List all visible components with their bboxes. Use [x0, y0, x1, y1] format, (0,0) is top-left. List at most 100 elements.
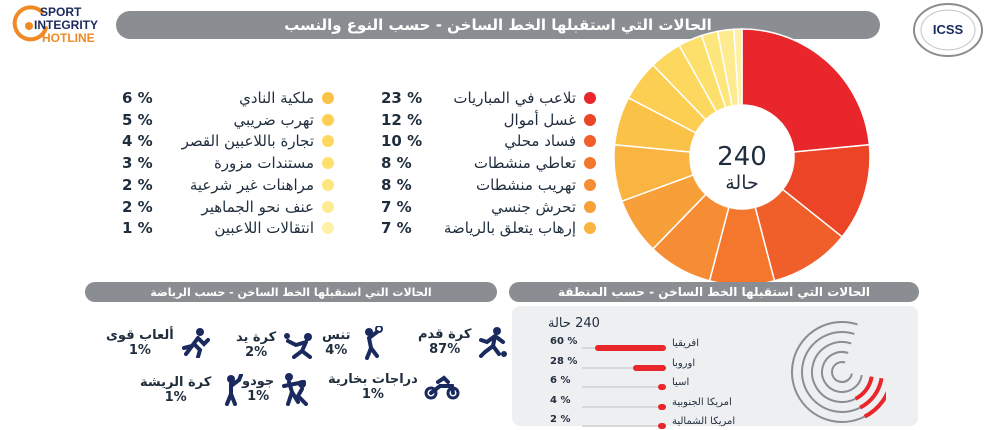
region-target-rings-icon	[791, 321, 886, 423]
sport-name: كرة يد	[236, 330, 277, 345]
type-item: تحرش جنسي	[491, 196, 596, 218]
sport-motorcycle: دراجات بخارية 1%	[328, 372, 460, 402]
type-item: تلاعب في المباريات	[453, 87, 596, 109]
seal-ring-icon	[913, 3, 983, 57]
legend-dot-icon	[584, 135, 596, 148]
sport-tennis: تنس 4%	[322, 326, 383, 360]
type-percent: 7 %	[381, 197, 412, 216]
type-label: عنف نحو الجماهير	[201, 197, 314, 216]
type-donut-chart	[613, 28, 871, 286]
type-item: عنف نحو الجماهير	[201, 196, 334, 218]
type-percent: 4 %	[122, 132, 153, 151]
type-label: تهرب ضريبي	[233, 110, 314, 129]
region-bar	[658, 423, 666, 429]
sport-pct: 1%	[361, 387, 384, 402]
region-name: اوروبا	[672, 357, 696, 369]
type-label: انتقالات اللاعبين	[214, 219, 314, 238]
legend-dot-icon	[584, 200, 596, 213]
type-percent: 7 %	[381, 219, 412, 238]
region-title-text: الحالات التي استقبلها الخط الساخن - حسب …	[558, 285, 870, 299]
region-total: 240 حالة	[548, 316, 600, 331]
region-bar	[595, 345, 666, 351]
tennis-player-icon	[364, 326, 383, 360]
type-item: انتقالات اللاعبين	[214, 217, 334, 239]
type-percent: 2 %	[122, 197, 153, 216]
donut-total: 240	[717, 142, 767, 172]
sport-judo: جودو 1%	[242, 372, 310, 406]
type-percent: 23 %	[381, 89, 423, 107]
badminton-player-icon	[225, 374, 244, 406]
sport-title: الحالات التي استقبلها الخط الساخن - حسب …	[85, 282, 497, 302]
target-ring-accent	[859, 377, 884, 410]
type-item: تعاطي منشطات	[474, 152, 596, 174]
legend-dot-icon	[322, 157, 334, 170]
sport-name: كرة الريشة	[140, 375, 212, 390]
legend-dot-icon	[584, 157, 596, 170]
seal-text: ICSS	[932, 22, 964, 37]
legend-dot-icon	[322, 222, 334, 235]
type-label: تجارة باللاعبين القصر	[181, 132, 314, 151]
type-percent: 8 %	[381, 154, 412, 173]
region-bar-track	[582, 405, 666, 408]
type-label: تهريب منشطات	[476, 175, 576, 194]
type-item: تهريب منشطات	[476, 174, 596, 196]
sport-badminton: كرة الريشة 1%	[140, 374, 244, 406]
type-item: ملكية النادي	[239, 87, 334, 109]
donut-unit: حالة	[725, 172, 759, 194]
region-bar-track	[582, 366, 666, 369]
target-ring-accent	[863, 391, 886, 419]
legend-dot-icon	[584, 113, 596, 126]
type-item: تجارة باللاعبين القصر	[182, 130, 334, 152]
region-name: امريكا الجنوبية	[672, 396, 732, 408]
type-item: مستندات مزورة	[214, 152, 334, 174]
type-percent: 12 %	[381, 110, 423, 129]
type-label: مراهنات غير شرعية	[189, 175, 314, 194]
type-item: غسل أموال	[504, 109, 596, 131]
icss-seal: ICSS	[911, 2, 985, 58]
main-title-text: الحالات التي استقبلها الخط الساخن - حسب …	[284, 16, 712, 34]
sport-football: كرة قدم 87%	[418, 326, 508, 358]
runner-icon	[181, 328, 210, 358]
region-title: الحالات التي استقبلها الخط الساخن - حسب …	[509, 282, 919, 302]
sport-pct: 2%	[245, 345, 268, 360]
type-label: إرهاب يتعلق بالرياضة	[443, 219, 576, 238]
sport-name: تنس	[322, 328, 351, 343]
legend-dot-icon	[322, 135, 334, 148]
region-bar	[633, 364, 666, 371]
logo-ring-icon	[12, 5, 48, 42]
sport-pct: 4%	[325, 343, 348, 358]
logo-line-3: HOTLINE	[42, 31, 95, 45]
type-label: تعاطي منشطات	[473, 154, 576, 173]
type-percent: 2 %	[122, 175, 153, 194]
region-name: افريقيا	[672, 338, 699, 349]
handball-player-icon	[284, 333, 313, 359]
sport-name: كرة قدم	[418, 327, 472, 342]
region-panel	[512, 306, 918, 426]
legend-dot-icon	[584, 222, 596, 235]
legend-dot-icon	[584, 178, 596, 191]
sport-name: ألعاب قوى	[106, 328, 174, 343]
legend-dot-icon	[322, 113, 334, 126]
sport-name: جودو	[242, 374, 275, 389]
region-name: امريكا الشمالية	[672, 416, 736, 427]
target-ring	[791, 321, 886, 423]
donut-hole	[690, 105, 794, 209]
target-ring	[821, 351, 863, 393]
region-bar-track	[582, 425, 666, 427]
type-percent: 1 %	[122, 219, 153, 238]
sport-name: دراجات بخارية	[328, 372, 418, 387]
type-label: تلاعب في المباريات	[453, 89, 576, 107]
logo-line-2: INTEGRITY	[34, 18, 99, 32]
judo-icon	[282, 373, 309, 406]
region-percent: 2 %	[550, 414, 571, 425]
type-percent: 10 %	[381, 132, 423, 151]
type-percent: 8 %	[381, 175, 412, 194]
target-ring-accent	[854, 376, 874, 401]
type-percent: 5 %	[122, 110, 153, 129]
sport-pct: 1%	[164, 390, 187, 405]
legend-dot-icon	[322, 178, 334, 191]
sport-pct: 87%	[429, 342, 461, 357]
region-percent: 6 %	[550, 375, 571, 386]
region-bar	[658, 403, 666, 410]
region-bar-track	[582, 386, 666, 388]
